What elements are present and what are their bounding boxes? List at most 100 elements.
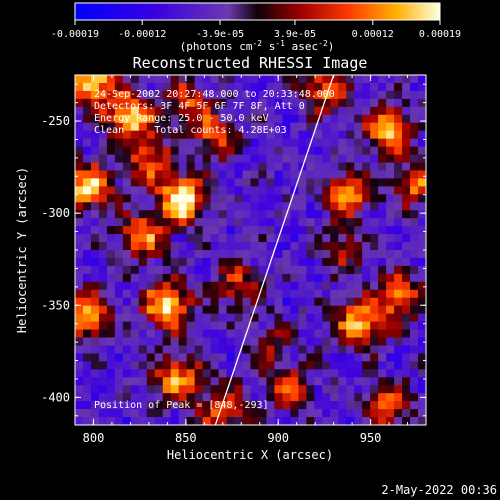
heatmap-cell bbox=[178, 265, 188, 275]
heatmap-cell bbox=[130, 321, 140, 331]
heatmap-cell bbox=[402, 369, 411, 378]
heatmap-cell bbox=[354, 234, 363, 243]
heatmap-cell bbox=[178, 393, 188, 402]
heatmap-cell bbox=[386, 305, 395, 315]
heatmap-cell bbox=[402, 329, 411, 339]
heatmap-cell bbox=[130, 361, 140, 370]
heatmap-cell bbox=[178, 226, 188, 235]
heatmap-cell bbox=[410, 409, 419, 418]
heatmap-cell bbox=[226, 178, 236, 187]
heatmap-cell bbox=[226, 122, 236, 132]
heatmap-cell bbox=[178, 257, 188, 267]
heatmap-cell bbox=[338, 337, 347, 347]
heatmap-cell bbox=[106, 138, 116, 148]
heatmap-cell bbox=[75, 226, 84, 235]
heatmap-cell bbox=[146, 162, 156, 172]
heatmap-cell bbox=[234, 98, 244, 108]
x-tick-label: 900 bbox=[267, 431, 289, 445]
heatmap-cell bbox=[202, 361, 212, 370]
heatmap-cell bbox=[106, 210, 116, 219]
heatmap-cell bbox=[330, 257, 339, 267]
heatmap-cell bbox=[410, 313, 419, 323]
heatmap-cell bbox=[210, 289, 220, 299]
heatmap-cell bbox=[354, 250, 363, 259]
heatmap-cell bbox=[154, 417, 164, 425]
heatmap-cell bbox=[274, 122, 284, 132]
heatmap-cell bbox=[170, 82, 180, 92]
heatmap-cell bbox=[202, 417, 212, 425]
heatmap-cell bbox=[202, 122, 212, 132]
heatmap-cell bbox=[106, 297, 116, 307]
heatmap-cell bbox=[114, 281, 124, 291]
heatmap-cell bbox=[346, 337, 355, 347]
heatmap-cell bbox=[154, 393, 164, 402]
heatmap-cell bbox=[75, 170, 84, 180]
heatmap-image bbox=[75, 75, 426, 425]
heatmap-cell bbox=[402, 321, 411, 331]
heatmap-cell bbox=[386, 289, 395, 299]
heatmap-cell bbox=[242, 265, 252, 275]
heatmap-cell bbox=[242, 353, 252, 362]
heatmap-cell bbox=[98, 345, 108, 355]
heatmap-cell bbox=[162, 409, 172, 418]
heatmap-cell bbox=[130, 202, 140, 211]
heatmap-cell bbox=[250, 265, 260, 275]
heatmap-cell bbox=[178, 329, 188, 339]
heatmap-cell bbox=[250, 178, 260, 187]
heatmap-cell bbox=[75, 417, 84, 425]
heatmap-cell bbox=[82, 114, 92, 124]
heatmap-cell bbox=[410, 130, 419, 140]
heatmap-cell bbox=[354, 210, 363, 219]
heatmap-cell bbox=[290, 154, 299, 164]
heatmap-cell bbox=[354, 242, 363, 251]
heatmap-cell bbox=[290, 122, 299, 132]
heatmap-cell bbox=[226, 393, 236, 402]
heatmap-cell bbox=[75, 114, 84, 124]
heatmap-cell bbox=[386, 226, 395, 235]
heatmap-cell bbox=[186, 329, 196, 339]
heatmap-cell bbox=[242, 417, 252, 425]
heatmap-cell bbox=[154, 273, 164, 283]
heatmap-cell bbox=[338, 234, 347, 243]
heatmap-cell bbox=[370, 353, 379, 362]
heatmap-cell bbox=[106, 385, 116, 394]
heatmap-cell bbox=[418, 202, 426, 211]
heatmap-cell bbox=[106, 289, 116, 299]
heatmap-cell bbox=[370, 122, 379, 132]
heatmap-cell bbox=[242, 250, 252, 259]
heatmap-cell bbox=[306, 210, 315, 219]
heatmap-cell bbox=[362, 401, 371, 410]
heatmap-cell bbox=[258, 210, 268, 219]
heatmap-cell bbox=[242, 297, 252, 307]
heatmap-cell bbox=[194, 90, 204, 100]
heatmap-cell bbox=[274, 329, 284, 339]
heatmap-cell bbox=[178, 250, 188, 259]
heatmap-cell bbox=[154, 409, 164, 418]
heatmap-cell bbox=[186, 353, 196, 362]
heatmap-cell bbox=[274, 130, 284, 140]
heatmap-cell bbox=[202, 329, 212, 339]
heatmap-cell bbox=[210, 226, 220, 235]
heatmap-cell bbox=[362, 178, 371, 187]
heatmap-cell bbox=[258, 401, 268, 410]
heatmap-cell bbox=[338, 186, 347, 195]
heatmap-cell bbox=[346, 393, 355, 402]
heatmap-cell bbox=[186, 122, 196, 132]
y-axis-ticks: -250-300-350-400 bbox=[41, 83, 426, 417]
heatmap-cell bbox=[370, 234, 379, 243]
heatmap-cell bbox=[186, 281, 196, 291]
heatmap-cell bbox=[98, 417, 108, 425]
heatmap-cell bbox=[98, 106, 108, 116]
heatmap-cell bbox=[154, 122, 164, 132]
heatmap-cell bbox=[154, 353, 164, 362]
heatmap-cell bbox=[178, 369, 188, 378]
heatmap-cell bbox=[274, 353, 284, 362]
heatmap-cell bbox=[90, 273, 100, 283]
heatmap-cell bbox=[186, 313, 196, 323]
heatmap-cell bbox=[330, 234, 339, 243]
heatmap-cell bbox=[210, 297, 220, 307]
heatmap-cell bbox=[218, 138, 228, 148]
heatmap-cell bbox=[242, 130, 252, 140]
heatmap-cell bbox=[226, 321, 236, 331]
heatmap-cell bbox=[178, 98, 188, 108]
